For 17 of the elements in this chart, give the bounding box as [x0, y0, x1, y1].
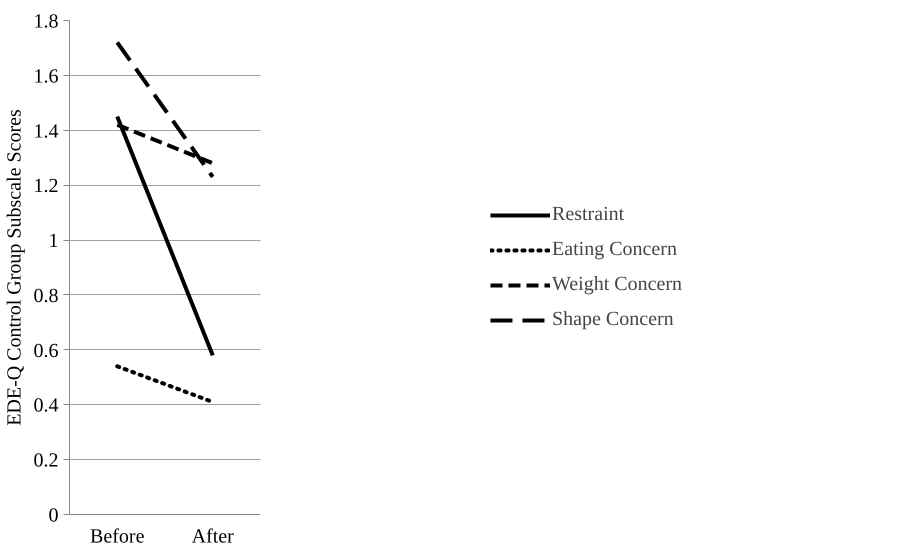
y-tick-label: 1.2 — [34, 175, 58, 198]
x-tick-label: After — [192, 526, 234, 548]
y-tick-label: 0.6 — [34, 340, 58, 362]
legend-label: Restraint — [552, 203, 624, 226]
y-tick-label: 0.2 — [34, 450, 58, 472]
legend-label: Shape Concern — [552, 308, 674, 331]
y-tick-label: 0.8 — [34, 284, 58, 307]
x-tick-label: Before — [90, 526, 145, 548]
y-axis-title: EDE-Q Control Group Subscale Scores — [4, 108, 26, 426]
y-tick-label: 0.4 — [34, 394, 58, 417]
y-tick-label: 1.8 — [34, 10, 58, 32]
legend-label: Eating Concern — [552, 238, 677, 261]
y-tick-label: 1.6 — [34, 65, 58, 88]
y-tick-label: 1 — [48, 230, 58, 252]
y-tick-label: 0 — [48, 504, 58, 526]
y-tick-label: 1.4 — [34, 120, 58, 142]
legend-label: Weight Concern — [552, 273, 682, 296]
